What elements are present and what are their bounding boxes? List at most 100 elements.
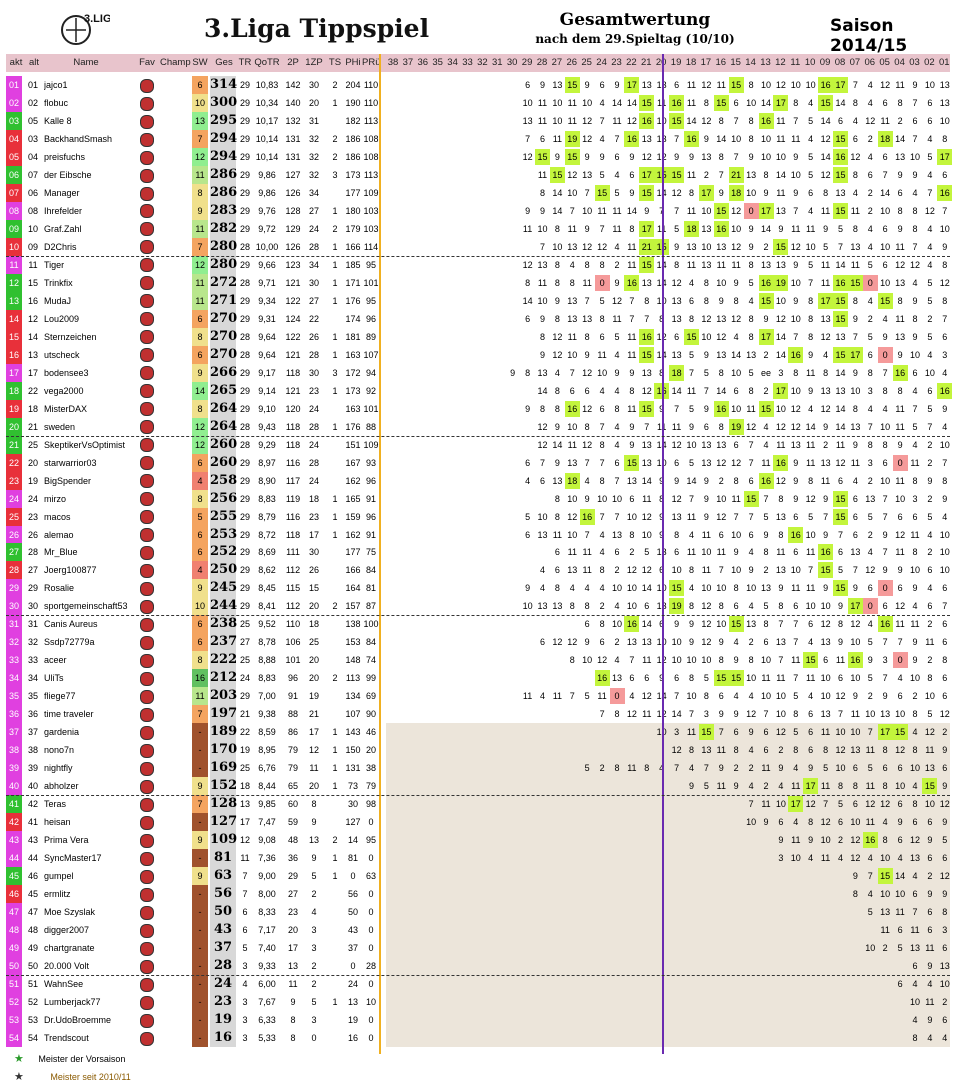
week-header-28[interactable]: 28	[536, 57, 548, 68]
table-row[interactable]: 03 05 Kalle 8 13 295 29 10,17 132 31 182 113 13 11 10…	[6, 111, 950, 130]
week-header-33[interactable]: 33	[462, 57, 473, 68]
col-pru[interactable]: PRü	[362, 57, 381, 68]
week-header-13[interactable]: 13	[760, 57, 771, 68]
table-row[interactable]: 06 07 der Eibsche 11 286 29 9,86 127 32 3 173 113 11…	[6, 165, 950, 184]
table-row[interactable]: 36 36 time traveler 7 197 21 9,38 88 21 107 90 7 8 12…	[6, 705, 950, 724]
table-row[interactable]: 30 30 sportgemeinschaft53 10 244 29 8,41 112 20 2…	[6, 597, 950, 616]
table-row[interactable]: 07 06 Manager 8 286 29 9,86 126 34 177 109 8 14 10 7 15…	[6, 183, 953, 202]
week-header-05[interactable]: 05	[879, 57, 890, 68]
week-header-37[interactable]: 37	[402, 57, 414, 68]
col-phi[interactable]: PHi	[345, 57, 361, 68]
week-header-35[interactable]: 35	[432, 57, 443, 68]
week-header-21[interactable]: 21	[641, 57, 652, 68]
col-qtr[interactable]: QoTR	[254, 57, 280, 68]
table-row[interactable]: 24 24 mirzo 8 256 29 8,83 119 18 1 165 91 8 10 9 10 10 6 1…	[6, 489, 950, 508]
week-header-04[interactable]: 04	[894, 57, 905, 68]
table-row[interactable]: 32 32 Ssdp72779a 6 237 27 8,78 106 25 153 84 6 12 12 9…	[6, 633, 950, 652]
table-row[interactable]: 01 01 jajco1 6 314 29 10,83 142 30 2 204 110 6 9 13 15 9…	[6, 76, 950, 94]
col-2p[interactable]: 2P	[287, 57, 299, 68]
week-header-30[interactable]: 30	[506, 57, 518, 68]
week-header-22[interactable]: 22	[626, 57, 637, 68]
table-row[interactable]: 22 20 starwarrior03 6 260 29 8,97 116 28 167 93 6 7 9…	[6, 453, 950, 472]
table-row[interactable]: 29 29 Rosalie 9 245 29 8,45 115 15 164 81 9 4 8 4 4 4 10 1…	[6, 579, 950, 598]
col-ts[interactable]: TS	[328, 57, 342, 68]
table-row[interactable]: 04 03 BackhandSmash 7 294 29 10,14 131 32 2 186 108…	[6, 129, 950, 148]
table-row[interactable]: 46 45 ermlitz -56 7 8,00 27 2 56 0 8 4 10 10 6 9 9	[6, 885, 950, 904]
week-header-31[interactable]: 31	[492, 57, 503, 68]
week-header-19[interactable]: 19	[670, 57, 682, 68]
week-header-20[interactable]: 20	[654, 57, 668, 68]
week-header-12[interactable]: 12	[775, 57, 786, 68]
week-header-11[interactable]: 11	[790, 57, 801, 68]
week-header-29[interactable]: 29	[521, 57, 533, 68]
week-header-15[interactable]: 15	[730, 57, 741, 68]
table-row[interactable]: 50 50 20.000 Volt -28 3 9,33 13 2 0 28 6 9 13	[6, 957, 950, 976]
table-row[interactable]: 40 40 abholzer 9 152 18 8,44 65 20 1 73 79 9 5 11 9 4 2 4 1…	[6, 777, 950, 796]
table-row[interactable]: 02 02 flobuc 10 300 29 10,34 140 20 1 190 110 10 11 10…	[6, 93, 950, 112]
table-row[interactable]: 48 48 digger2007-43 6 7,17 20 3 43 0 11 6 11 6 3	[6, 921, 950, 940]
table-row[interactable]: 47 47 Moe Szyslak -50 6 8,33 23 4 50 0 5 13 11 7 6 8	[6, 903, 950, 922]
col-champ[interactable]: Champ	[160, 57, 191, 68]
table-row[interactable]: 14 12 Lou2009 6 270 29 9,31 124 22 174 96 6 9 8 13 13 8 1…	[6, 309, 950, 328]
week-header-09[interactable]: 09	[819, 57, 831, 68]
week-header-14[interactable]: 14	[745, 57, 756, 68]
table-row[interactable]: 12 15 Trinkfix 11 272 28 9,71 121 30 1 171 101 8 11 8 8…	[6, 273, 950, 292]
table-row[interactable]: 44 44 SyncMaster17-81 11 7,36 36 9 1 81 0 3 10 4 11 4 1…	[6, 849, 950, 868]
table-row[interactable]: 31 31 Canis Aureus 6 238 25 9,52 110 18 138 100 6 8 1…	[6, 615, 950, 634]
table-row[interactable]: 35 35 fliege77 11 203 29 7,00 91 19 134 69 11 4 11 7 5 1…	[6, 687, 950, 706]
table-row[interactable]: 3434UliTs16212248,8396202113991613669685…	[6, 669, 950, 688]
week-header-27[interactable]: 27	[551, 57, 563, 68]
week-header-36[interactable]: 36	[417, 57, 429, 68]
col-name[interactable]: Name	[73, 57, 99, 68]
table-row[interactable]: 49 49 chartgranate -37 5 7,40 17 3 37 0 10 2 5 13 11 6	[6, 939, 950, 958]
col-ges[interactable]: Ges	[215, 57, 233, 68]
table-row[interactable]: 05 04 preisfuchs 12 294 29 10,14 131 32 2 186 108 12…	[6, 147, 953, 166]
table-row[interactable]: 11 11 Tiger 12 280 29 9,66 123 34 1 185 95 12 13 8 4 8 8 2…	[6, 255, 950, 274]
week-header-02[interactable]: 02	[924, 57, 935, 68]
table-row[interactable]: 41 42 Teras 7 128 13 9,85 60 8 30 98 7 11 10 17 12 7 5 6 12…	[6, 795, 950, 814]
col-akt[interactable]: akt	[9, 57, 23, 68]
table-row[interactable]: 15 14 Sternzeichen 8 270 28 9,64 122 26 1 181 89 8 12…	[6, 327, 950, 346]
col-fav[interactable]: Fav	[139, 57, 155, 68]
table-row[interactable]: 18 22 vega2000 14 265 29 9,14 121 23 1 173 92 14 8 6 6 4…	[6, 381, 953, 400]
table-row[interactable]: 16 13 utscheck 6 270 28 9,64 121 28 1 163 107 9 12 10 9…	[6, 345, 950, 364]
table-row[interactable]: 52 52 Lumberjack77-23 3 7,67 9 5 1 13 10 10 11 2	[6, 992, 950, 1011]
week-header-08[interactable]: 08	[834, 57, 846, 68]
week-header-32[interactable]: 32	[477, 57, 488, 68]
week-header-26[interactable]: 26	[566, 57, 578, 68]
week-header-23[interactable]: 23	[611, 57, 622, 68]
table-row[interactable]: 08 08 Ihrefelder 9 283 29 9,76 128 27 1 180 103 9 9 14…	[6, 201, 950, 220]
table-row[interactable]: 13 16 MudaJ 11 271 29 9,34 122 27 1 176 95 14 10 9 13 7 5…	[6, 291, 950, 310]
table-row[interactable]: 17 17 bodensee3 9 266 29 9,17 118 30 3 172 94 9 8 13 4 7…	[6, 363, 950, 382]
week-header-18[interactable]: 18	[685, 57, 697, 68]
table-row[interactable]: 21 25 SkeptikerVsOptimist 12 260 28 9,29 118 24 1…	[6, 435, 950, 454]
table-row[interactable]: 25 23 macos 5 255 29 8,79 116 23 1 159 96 5 10 8 12 16 7 7…	[6, 507, 950, 526]
table-row[interactable]: 51 51 WahnSee -24 4 6,00 11 2 24 0 6 4 4 10	[6, 975, 950, 993]
table-row[interactable]: 26 26 alemao 6 253 29 8,72 118 17 1 162 91 6 13 11 10 7 4…	[6, 525, 950, 544]
week-header-38[interactable]: 38	[387, 57, 399, 68]
table-row[interactable]: 19 18 MisterDAX 8 264 29 9,10 120 24 163 101 9 8 8 16 1…	[6, 399, 950, 418]
table-row[interactable]: 53 53 Dr.UdoBroemme -19 3 6,33 8 3 19 0 4 9 6	[6, 1010, 950, 1029]
table-row[interactable]: 43 43 Prima Vera 9 109 12 9,08 48 13 2 14 95 9 11 9 10 2…	[6, 831, 950, 850]
table-row[interactable]: 3939nightfly-169256,76791111313852811847…	[6, 759, 950, 778]
week-header-34[interactable]: 34	[447, 57, 458, 68]
table-row[interactable]: 09 10 Graf.Zahl 11 282 29 9,72 129 24 2 179 103 11 10…	[6, 219, 950, 238]
table-row[interactable]: 42 41 heisan -127 17 7,47 59 9 127 0 10 9 6 4 8 12 6 10 11…	[6, 813, 950, 832]
week-header-10[interactable]: 10	[804, 57, 816, 68]
table-row[interactable]: 23 19 BigSpender 4 258 29 8,90 117 24 162 96 4 6 13 18…	[6, 471, 950, 490]
week-header-25[interactable]: 25	[581, 57, 592, 68]
col-1zp[interactable]: 1ZP	[305, 57, 323, 68]
week-header-17[interactable]: 17	[700, 57, 712, 68]
week-header-06[interactable]: 06	[864, 57, 876, 68]
table-row[interactable]: 10 09 D2Chris 7 280 28 10,00 126 28 1 166 114 7 10 13 1…	[6, 237, 950, 256]
col-sw[interactable]: SW	[192, 57, 208, 68]
week-header-01[interactable]: 01	[939, 57, 950, 68]
table-row[interactable]: 27 28 Mr_Blue 6 252 29 8,69 111 30 177 75 6 11 11 4 6 2 5…	[6, 543, 950, 562]
col-tr[interactable]: TR	[238, 57, 252, 68]
table-row[interactable]: 3737gardenia-189228,59861711434610311157…	[6, 723, 950, 742]
table-row[interactable]: 45 46 gumpel 9 63 7 9,00 29 5 1 0 63 9 7 15 14 4 2 12	[6, 867, 950, 886]
table-row[interactable]: 54 54 Trendscout -16 3 5,33 8 0 16 0 8 4 4	[6, 1028, 950, 1047]
col-alt[interactable]: alt	[28, 57, 40, 68]
table-row[interactable]: 28 27 Joerg100877 4 250 29 8,62 112 26 166 84 4 6 13 1…	[6, 561, 950, 580]
table-row[interactable]: 3333aceer8222258,88101201487481012471112…	[6, 651, 950, 670]
